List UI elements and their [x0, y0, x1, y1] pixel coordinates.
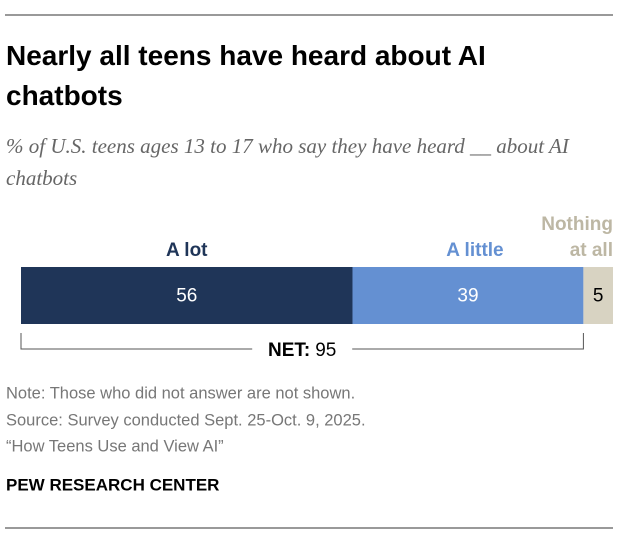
legend-label: A little	[446, 240, 503, 261]
note: Source: Survey conducted Sept. 25-Oct. 9…	[6, 411, 366, 429]
net-label: NET: 95	[268, 340, 336, 361]
chart-title: Nearly all teens have heard about AI chat…	[6, 40, 486, 111]
legend-label: A lot	[166, 240, 208, 261]
bar-segment	[583, 267, 613, 324]
net-value: 95	[315, 340, 336, 361]
bar-segment	[21, 267, 353, 324]
bar-segment	[352, 267, 584, 324]
legend-label: Nothing at all	[541, 214, 613, 261]
note: “How Teens Use and View AI”	[6, 437, 224, 455]
source-brand: PEW RESEARCH CENTER	[6, 475, 219, 494]
note: Note: Those who did not answer are not s…	[6, 384, 355, 402]
value-label: 39	[457, 286, 478, 307]
value-label: 5	[593, 286, 604, 307]
net-label-text: NET:	[268, 340, 310, 361]
net-label-bg	[252, 337, 353, 361]
chart-subtitle: % of U.S. teens ages 13 to 17 who say th…	[6, 134, 570, 190]
value-label: 56	[176, 286, 197, 307]
